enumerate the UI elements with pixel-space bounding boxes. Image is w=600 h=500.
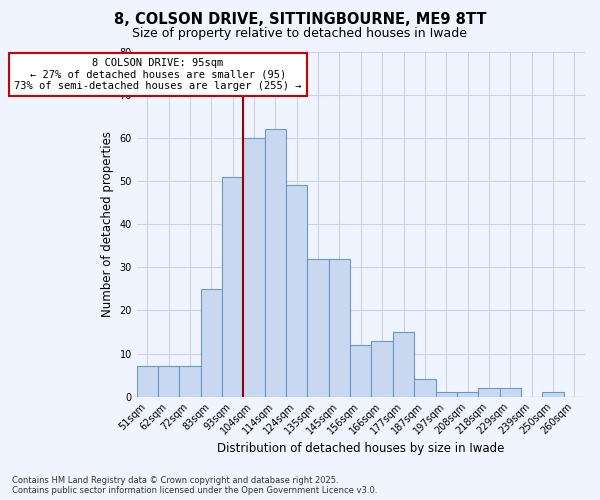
Bar — [179, 366, 200, 396]
Text: 8, COLSON DRIVE, SITTINGBOURNE, ME9 8TT: 8, COLSON DRIVE, SITTINGBOURNE, ME9 8TT — [114, 12, 486, 28]
Bar — [137, 366, 158, 396]
Bar — [371, 340, 393, 396]
Bar — [307, 258, 329, 396]
Bar — [393, 332, 414, 396]
Bar — [222, 176, 244, 396]
Text: Contains HM Land Registry data © Crown copyright and database right 2025.
Contai: Contains HM Land Registry data © Crown c… — [12, 476, 377, 495]
Bar — [200, 289, 222, 397]
X-axis label: Distribution of detached houses by size in Iwade: Distribution of detached houses by size … — [217, 442, 505, 455]
Bar — [436, 392, 457, 396]
Bar — [478, 388, 500, 396]
Bar — [286, 186, 307, 396]
Text: 8 COLSON DRIVE: 95sqm
← 27% of detached houses are smaller (95)
73% of semi-deta: 8 COLSON DRIVE: 95sqm ← 27% of detached … — [14, 58, 302, 91]
Bar — [158, 366, 179, 396]
Bar — [414, 380, 436, 396]
Bar — [329, 258, 350, 396]
Text: Size of property relative to detached houses in Iwade: Size of property relative to detached ho… — [133, 28, 467, 40]
Bar — [500, 388, 521, 396]
Bar — [457, 392, 478, 396]
Bar — [350, 345, 371, 397]
Bar — [265, 129, 286, 396]
Bar — [542, 392, 563, 396]
Bar — [244, 138, 265, 396]
Y-axis label: Number of detached properties: Number of detached properties — [101, 131, 114, 317]
